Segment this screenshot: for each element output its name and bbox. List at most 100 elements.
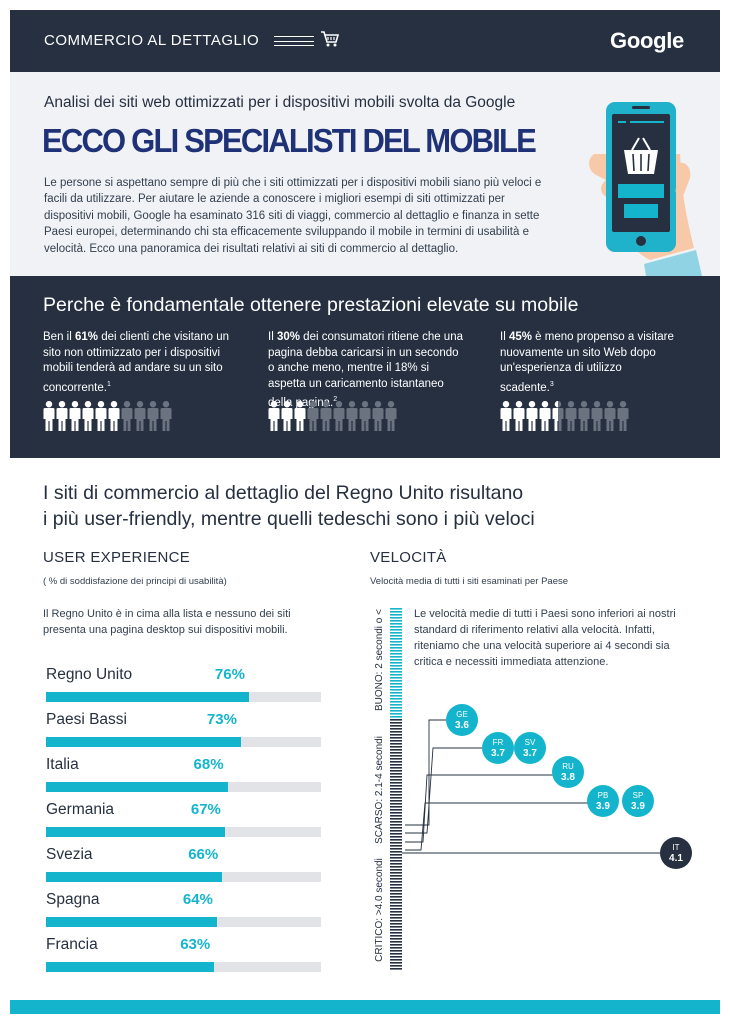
- speed-ruler-tick: [390, 935, 402, 937]
- speed-ruler-tick: [390, 680, 402, 682]
- bar-fill: [46, 827, 225, 837]
- speed-ruler-tick: [390, 776, 402, 778]
- speed-ruler-tick: [390, 908, 402, 910]
- speed-ruler-tick: [390, 629, 402, 631]
- percent-label: 64%: [182, 891, 213, 908]
- speed-ruler-tick: [390, 818, 402, 820]
- speed-bubble: [482, 732, 514, 764]
- speed-ruler-tick: [390, 887, 402, 889]
- speed-ruler-tick: [390, 641, 402, 643]
- speed-ruler-tick: [390, 830, 402, 832]
- speed-ruler-tick: [390, 671, 402, 673]
- speed-ruler-tick: [390, 875, 402, 877]
- speed-ruler-tick: [390, 770, 402, 772]
- speed-title: VELOCITÀ: [370, 549, 447, 566]
- ux-bar-row: Spagna 64%: [46, 891, 321, 931]
- speed-ruler-tick: [390, 932, 402, 934]
- person-icon: [56, 401, 68, 431]
- speed-ruler-tick: [390, 692, 402, 694]
- speed-ruler-tick: [390, 905, 402, 907]
- speed-ruler-tick: [390, 824, 402, 826]
- person-icon: [617, 401, 629, 431]
- person-icon: [604, 401, 616, 431]
- person-icon: [147, 401, 159, 431]
- speed-country-code: SV: [525, 738, 536, 747]
- speed-subtitle: Velocità media di tutti i siti esaminati…: [370, 576, 569, 587]
- speed-bubble: [514, 732, 546, 764]
- person-icon: [578, 401, 590, 431]
- bar-track: [46, 692, 321, 702]
- speed-ruler-tick: [390, 662, 402, 664]
- speed-ruler-tick: [390, 668, 402, 670]
- speed-ruler-tick: [390, 890, 402, 892]
- bar-track: [46, 782, 321, 792]
- speed-ruler-tick: [390, 773, 402, 775]
- person-icon: [160, 401, 172, 431]
- person-icon: [539, 401, 551, 431]
- speed-ruler-tick: [390, 791, 402, 793]
- bar-fill: [46, 962, 215, 972]
- speed-ruler-tick: [390, 737, 402, 739]
- speed-ruler-tick: [390, 944, 402, 946]
- speed-ruler-tick: [390, 620, 402, 622]
- speed-value-label: 3.9: [631, 801, 645, 812]
- intro-body: Le persone si aspettano sempre di più ch…: [44, 177, 542, 255]
- speed-ruler-tick: [390, 809, 402, 811]
- speed-ruler-tick: [390, 644, 402, 646]
- speed-ruler-tick: [390, 947, 402, 949]
- person-icon: [500, 401, 512, 431]
- speed-ruler-tick: [390, 812, 402, 814]
- speed-ruler-tick: [390, 752, 402, 754]
- speed-ruler-tick: [390, 704, 402, 706]
- bar-fill: [46, 692, 249, 702]
- person-icon: [268, 401, 280, 431]
- person-icon: [69, 401, 81, 431]
- speed-bubble: [622, 785, 654, 817]
- ux-bar-row: Italia 68%: [46, 756, 321, 796]
- speed-ruler-tick: [390, 788, 402, 790]
- speed-ruler-tick: [390, 749, 402, 751]
- stat-2-value: 30%: [276, 331, 300, 343]
- speed-zone-label: SCARSO: 2.1-4 secondi: [374, 736, 385, 844]
- speed-ruler-tick: [390, 782, 402, 784]
- speed-ruler-tick: [390, 734, 402, 736]
- speed-ruler-tick: [390, 878, 402, 880]
- speed-country-code: IT: [672, 843, 679, 852]
- results-title: I siti di commercio al dettaglio del Reg…: [43, 482, 535, 530]
- google-logo: Google: [610, 28, 684, 53]
- speed-ruler-tick: [390, 815, 402, 817]
- speed-ruler-tick: [390, 746, 402, 748]
- speed-ruler-tick: [390, 962, 402, 964]
- speed-ruler-tick: [390, 926, 402, 928]
- speed-ruler-tick: [390, 767, 402, 769]
- speed-ruler-tick: [390, 695, 402, 697]
- bar-track: [46, 962, 321, 972]
- person-icon: [591, 401, 603, 431]
- speed-ruler-tick: [390, 710, 402, 712]
- speed-ruler-tick: [390, 797, 402, 799]
- speed-value-label: 3.7: [491, 748, 505, 759]
- person-icon: [307, 401, 319, 431]
- speed-ruler-tick: [390, 836, 402, 838]
- bar-track: [46, 737, 321, 747]
- country-label: Svezia: [46, 846, 93, 863]
- speed-ruler-tick: [390, 608, 402, 610]
- bar-fill: [46, 782, 228, 792]
- speed-ruler-tick: [390, 743, 402, 745]
- percent-label: 67%: [190, 801, 221, 818]
- speed-ruler-tick: [390, 851, 402, 853]
- speed-connector-line: [405, 802, 588, 851]
- speed-ruler-tick: [390, 854, 402, 856]
- person-icon: [372, 401, 384, 431]
- person-icon: [43, 401, 55, 431]
- category-label: COMMERCIO AL DETTAGLIO: [44, 32, 260, 49]
- ux-bar-row: Regno Unito 76%: [46, 666, 321, 706]
- ux-note: Il Regno Unito è in cima alla lista e ne…: [43, 608, 291, 636]
- speed-ruler-tick: [390, 803, 402, 805]
- why-title: Perche è fondamentale ottenere prestazio…: [43, 294, 579, 316]
- bar-fill: [46, 872, 223, 882]
- percent-label: 66%: [188, 846, 219, 863]
- speed-ruler-tick: [390, 959, 402, 961]
- speed-ruler-tick: [390, 917, 402, 919]
- person-icon: [346, 401, 358, 431]
